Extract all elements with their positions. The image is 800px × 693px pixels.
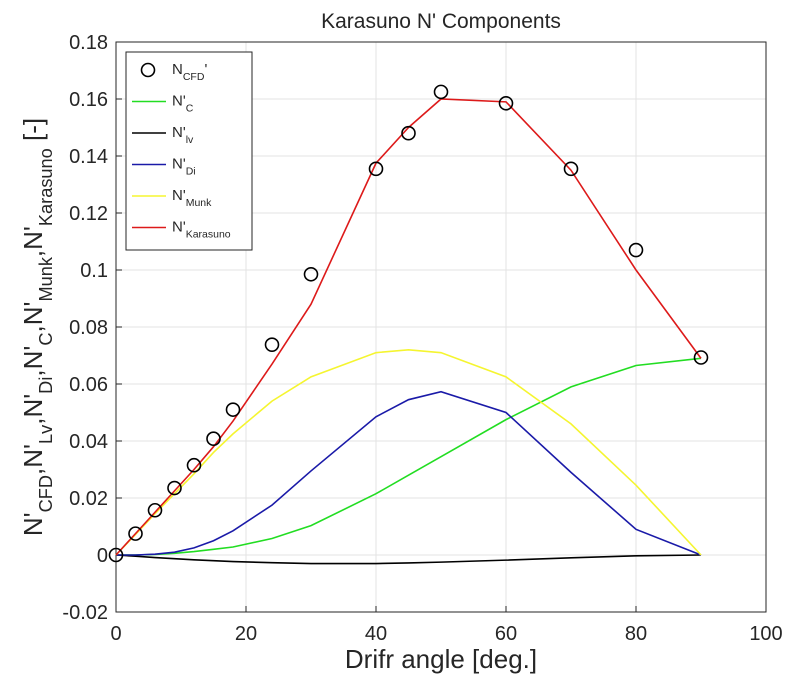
y-tick-label: 0.1: [80, 260, 108, 282]
data-point: [563, 161, 579, 177]
data-point: [108, 547, 124, 563]
data-point: [498, 95, 514, 111]
legend-box: [125, 51, 253, 251]
legend-label: N'lv: [172, 124, 194, 146]
data-point: [225, 402, 241, 417]
chart-title: Karasuno N' Components: [321, 10, 561, 33]
x-tick-label: 80: [625, 623, 647, 645]
y-tick-label: 0.08: [69, 317, 108, 339]
y-tick-label: 0.04: [69, 431, 108, 453]
data-line: [116, 390, 702, 556]
data-point: [693, 350, 709, 365]
legend-label: N'Munk: [172, 187, 212, 209]
data-line: [115, 554, 702, 565]
data-point: [128, 526, 143, 541]
data-point: [401, 125, 416, 141]
y-tick-label: 0: [97, 545, 108, 567]
data-point: [303, 266, 319, 282]
legend-label: N'Karasuno: [172, 219, 231, 241]
x-tick-label: 100: [749, 623, 782, 645]
y-tick-label: -0.02: [62, 602, 108, 624]
x-tick-label: 60: [495, 623, 517, 645]
data-point: [628, 242, 644, 258]
data-line: [115, 348, 702, 556]
y-tick-label: 0.16: [69, 89, 108, 111]
axes-box: [115, 41, 767, 613]
x-tick-label: 20: [235, 623, 257, 645]
legend-label: N'Di: [172, 156, 196, 178]
x-axis-label: Drifr angle [deg.]: [345, 644, 537, 674]
data-point: [147, 502, 163, 518]
data-point: [186, 457, 202, 473]
data-point: [206, 431, 221, 447]
data-point: [433, 84, 449, 100]
legend-marker: [140, 62, 156, 78]
x-tick-label: 40: [365, 623, 387, 645]
y-tick-label: 0.14: [69, 146, 108, 168]
y-tick-label: 0.12: [69, 203, 108, 225]
y-tick-label: 0.06: [69, 374, 108, 396]
data-point: [264, 337, 280, 352]
data-line: [115, 98, 702, 556]
y-tick-label: 0.18: [69, 32, 108, 54]
y-tick-label: 0.02: [69, 488, 108, 510]
data-point: [167, 480, 182, 496]
legend-label: NCFD': [172, 61, 207, 83]
data-point: [368, 161, 384, 177]
legend-label: N'C: [172, 93, 194, 115]
y-axis-label: N'CFD,N'Lv,N'Di,N'C,N'Munk,N'Karasuno [-…: [18, 118, 56, 536]
x-tick-label: 0: [110, 623, 121, 645]
